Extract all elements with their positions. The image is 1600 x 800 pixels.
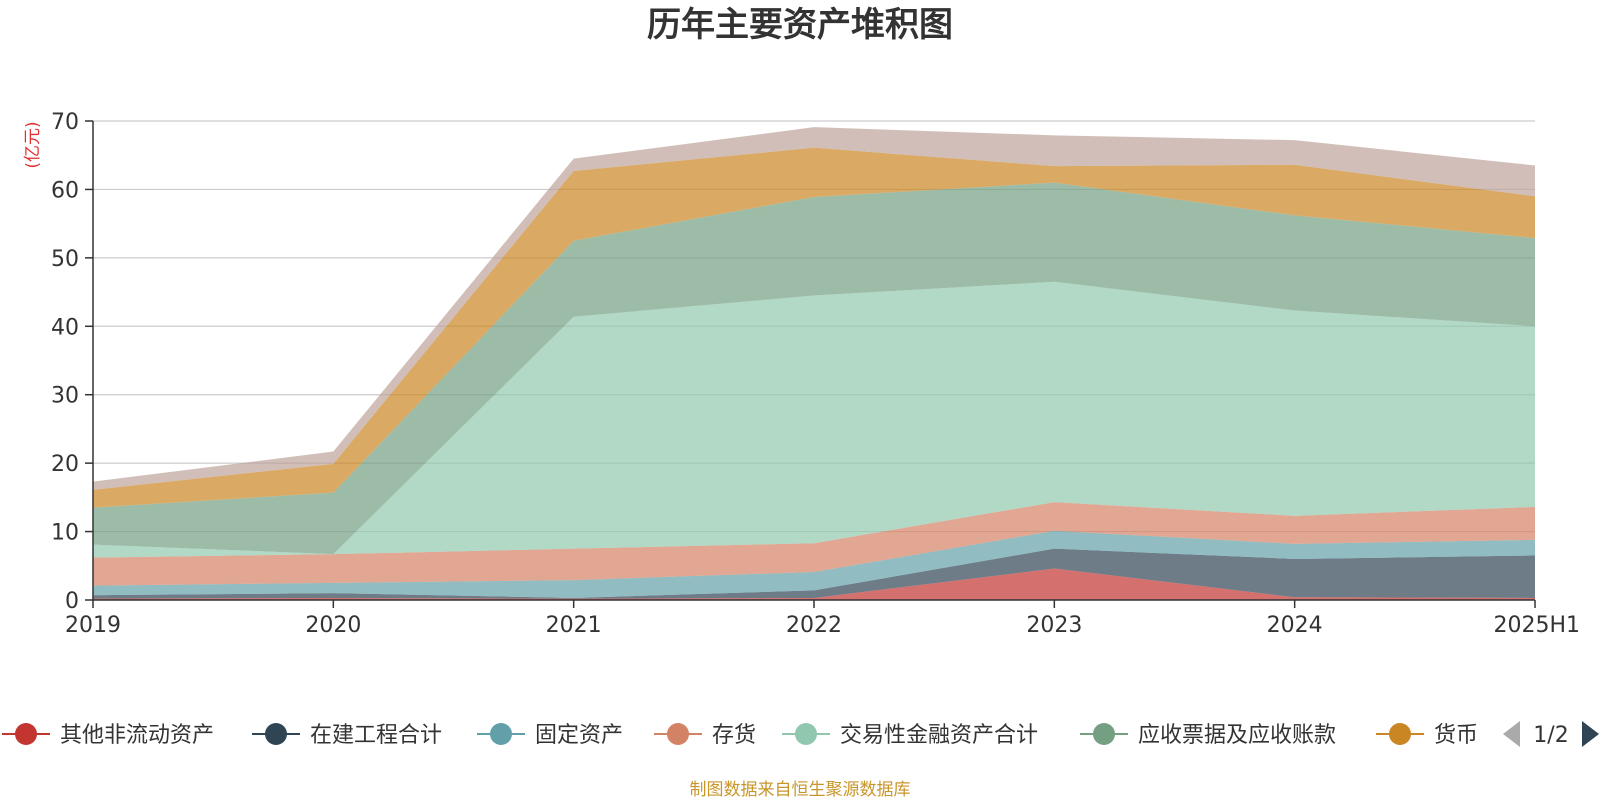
legend-label: 货币	[1434, 723, 1478, 748]
legend-marker-icon	[667, 723, 689, 745]
x-tick-label: 2025H1	[1493, 613, 1580, 638]
y-tick-label: 70	[51, 110, 79, 135]
legend-item[interactable]: 存货	[654, 723, 756, 748]
x-tick-label: 2023	[1026, 613, 1082, 638]
legend-item[interactable]: 固定资产	[477, 723, 623, 748]
x-tick-label: 2022	[786, 613, 842, 638]
area-series-1	[93, 548, 1535, 599]
legend-item[interactable]: 交易性金融资产合计	[782, 723, 1038, 748]
area-series-4	[93, 281, 1535, 558]
area-series-3	[93, 502, 1535, 586]
legend-marker-icon	[15, 723, 37, 745]
y-tick-label: 10	[51, 521, 79, 546]
x-tick-label: 2020	[305, 613, 361, 638]
area-series-6	[93, 147, 1535, 508]
legend-next-page-icon[interactable]	[1582, 721, 1599, 747]
y-tick-label: 60	[51, 178, 79, 203]
legend-marker-icon	[1389, 723, 1411, 745]
x-tick-label: 2024	[1267, 613, 1323, 638]
legend-marker-icon	[490, 723, 512, 745]
legend-marker-icon	[795, 723, 817, 745]
area-series-layer	[93, 127, 1535, 600]
legend-label: 在建工程合计	[310, 723, 442, 748]
legend-pager: 1/2	[1503, 721, 1599, 748]
area-series-7	[93, 127, 1535, 490]
legend-marker-icon	[265, 723, 287, 745]
y-tick-label: 0	[65, 589, 79, 614]
y-tick-label: 40	[51, 315, 79, 340]
legend-page-indicator: 1/2	[1533, 723, 1568, 748]
chart-title: 历年主要资产堆积图	[647, 5, 953, 45]
legend-item[interactable]: 应收票据及应收账款	[1080, 723, 1336, 748]
legend: 其他非流动资产 在建工程合计 固定资产 存货 交易性金融资产合计 应收票据及应收账款 货币	[2, 723, 1478, 748]
y-tick-label: 50	[51, 247, 79, 272]
area-series-2	[93, 530, 1535, 598]
area-series-5	[93, 182, 1535, 555]
legend-item[interactable]: 在建工程合计	[252, 723, 442, 748]
area-series-0	[93, 568, 1535, 600]
axes: 0 10 20 30 40 50 60 70 2019 2020 2021 2022 2023 2024 2…	[51, 110, 1580, 638]
legend-label: 存货	[712, 723, 756, 748]
legend-prev-page-icon[interactable]	[1503, 721, 1520, 747]
x-tick-label: 2019	[65, 613, 121, 638]
legend-marker-icon	[1093, 723, 1115, 745]
legend-label: 固定资产	[535, 723, 623, 748]
legend-label: 应收票据及应收账款	[1138, 723, 1336, 748]
legend-label: 交易性金融资产合计	[840, 723, 1038, 748]
y-tick-label: 20	[51, 452, 79, 477]
legend-label: 其他非流动资产	[60, 723, 214, 748]
y-tick-label: 30	[51, 384, 79, 409]
legend-item[interactable]: 货币	[1376, 723, 1478, 748]
data-source-note: 制图数据来自恒生聚源数据库	[690, 780, 911, 800]
y-axis-unit-label: (亿元)	[23, 121, 43, 168]
x-tick-label: 2021	[546, 613, 602, 638]
legend-item[interactable]: 其他非流动资产	[2, 723, 214, 748]
